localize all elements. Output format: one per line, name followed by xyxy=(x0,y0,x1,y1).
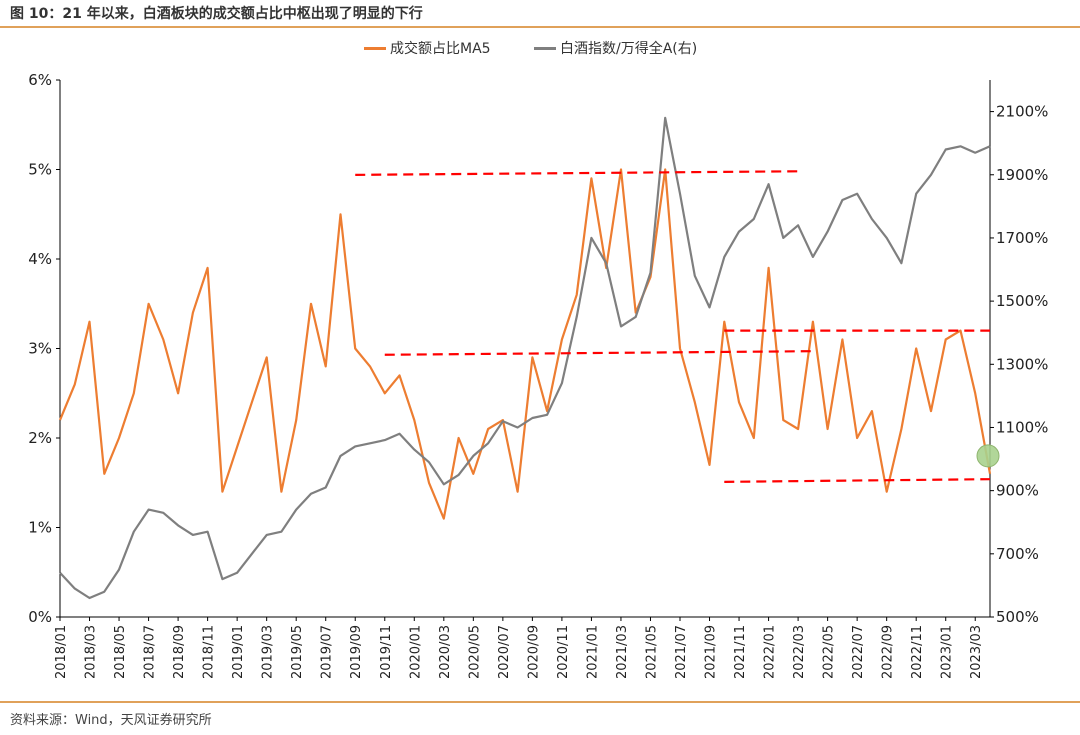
x-tick-label: 2020/11 xyxy=(556,625,571,679)
y-right-tick-label: 500% xyxy=(996,608,1039,626)
x-tick-label: 2019/07 xyxy=(320,625,335,679)
x-tick-label: 2023/01 xyxy=(940,625,955,679)
y-right-tick-label: 1100% xyxy=(996,418,1048,436)
x-tick-label: 2022/11 xyxy=(910,625,925,679)
highlight-marker xyxy=(976,444,1000,468)
x-tick-label: 2022/09 xyxy=(881,625,896,679)
reference-line-4 xyxy=(724,478,991,483)
y-left-tick-label: 5% xyxy=(28,161,52,179)
y-left-tick-label: 3% xyxy=(28,340,52,358)
y-right-tick-label: 1700% xyxy=(996,229,1048,247)
x-tick-label: 2019/01 xyxy=(231,625,246,679)
series-line-index xyxy=(59,116,991,600)
x-tick-label: 2020/01 xyxy=(408,625,423,679)
x-tick-label: 2020/07 xyxy=(497,625,512,679)
legend: 成交额占比MA5 白酒指数/万得全A(右) xyxy=(0,38,1080,60)
x-tick-label: 2019/03 xyxy=(261,625,276,679)
y-right-tick-label: 900% xyxy=(996,482,1039,500)
x-tick-label: 2021/09 xyxy=(704,625,719,679)
title-divider xyxy=(0,26,1080,28)
footer-divider xyxy=(0,701,1080,703)
source-note: 资料来源：Wind，天风证券研究所 xyxy=(10,713,212,728)
legend-swatch-turnover xyxy=(364,46,386,50)
chart-svg: 0% 1% 2% 3% 4% 5% 6% 500% 700% 900% 1100% 1300% 1500… xyxy=(28,71,1048,679)
x-tick-label: 2021/03 xyxy=(615,625,630,679)
x-tick-label: 2020/05 xyxy=(467,625,482,679)
x-tick-label: 2020/09 xyxy=(526,625,541,679)
x-tick-label: 2018/11 xyxy=(202,625,217,679)
y-right-tick-label: 1500% xyxy=(996,292,1048,310)
y-left-tick-label: 2% xyxy=(28,429,52,447)
y-left-tick-label: 0% xyxy=(28,608,52,626)
legend-item-index: 白酒指数/万得全A(右) xyxy=(534,38,697,58)
title-bar: 图 10：21 年以来，白酒板块的成交额占比中枢出现了明显的下行 xyxy=(0,0,1080,26)
x-tick-label: 2021/01 xyxy=(585,625,600,679)
legend-label-turnover: 成交额占比MA5 xyxy=(390,41,491,57)
legend-label-index: 白酒指数/万得全A(右) xyxy=(560,41,698,57)
x-tick-label: 2021/07 xyxy=(674,625,689,679)
legend-swatch-index xyxy=(534,46,556,50)
y-right-tick-label: 1300% xyxy=(996,355,1048,373)
x-tick-label: 2022/07 xyxy=(851,625,866,679)
series-line-turnover xyxy=(58,168,992,520)
x-tick-label: 2022/01 xyxy=(763,625,778,679)
chart-title: 图 10：21 年以来，白酒板块的成交额占比中枢出现了明显的下行 xyxy=(10,6,423,22)
reference-line-2 xyxy=(384,350,813,356)
chart-area: 0% 1% 2% 3% 4% 5% 6% 500% 700% 900% 1100% 1300% 1500… xyxy=(0,60,1080,700)
y-left-tick-label: 6% xyxy=(28,71,52,89)
x-tick-label: 2018/03 xyxy=(84,625,99,679)
legend-item-turnover: 成交额占比MA5 xyxy=(364,38,491,58)
x-tick-label: 2018/01 xyxy=(54,625,69,679)
y-right-tick-label: 1900% xyxy=(996,166,1048,184)
x-tick-label: 2018/07 xyxy=(143,625,158,679)
x-tick-label: 2020/03 xyxy=(438,625,453,679)
x-tick-label: 2022/03 xyxy=(792,625,807,679)
y-left-tick-label: 1% xyxy=(28,519,52,537)
x-tick-label: 2022/05 xyxy=(822,625,837,679)
x-tick-label: 2018/05 xyxy=(113,625,128,679)
x-tick-label: 2019/11 xyxy=(379,625,394,679)
reference-line-1 xyxy=(355,170,799,176)
y-right-tick-label: 700% xyxy=(996,545,1039,563)
x-tick-label: 2021/11 xyxy=(733,625,748,679)
y-left-tick-label: 4% xyxy=(28,250,52,268)
x-tick-label: 2019/09 xyxy=(349,625,364,679)
x-tick-label: 2019/05 xyxy=(290,625,305,679)
x-tick-label: 2018/09 xyxy=(172,625,187,679)
x-tick-label: 2021/05 xyxy=(644,625,659,679)
y-right-tick-label: 2100% xyxy=(996,103,1048,121)
x-tick-label: 2023/03 xyxy=(969,625,984,679)
